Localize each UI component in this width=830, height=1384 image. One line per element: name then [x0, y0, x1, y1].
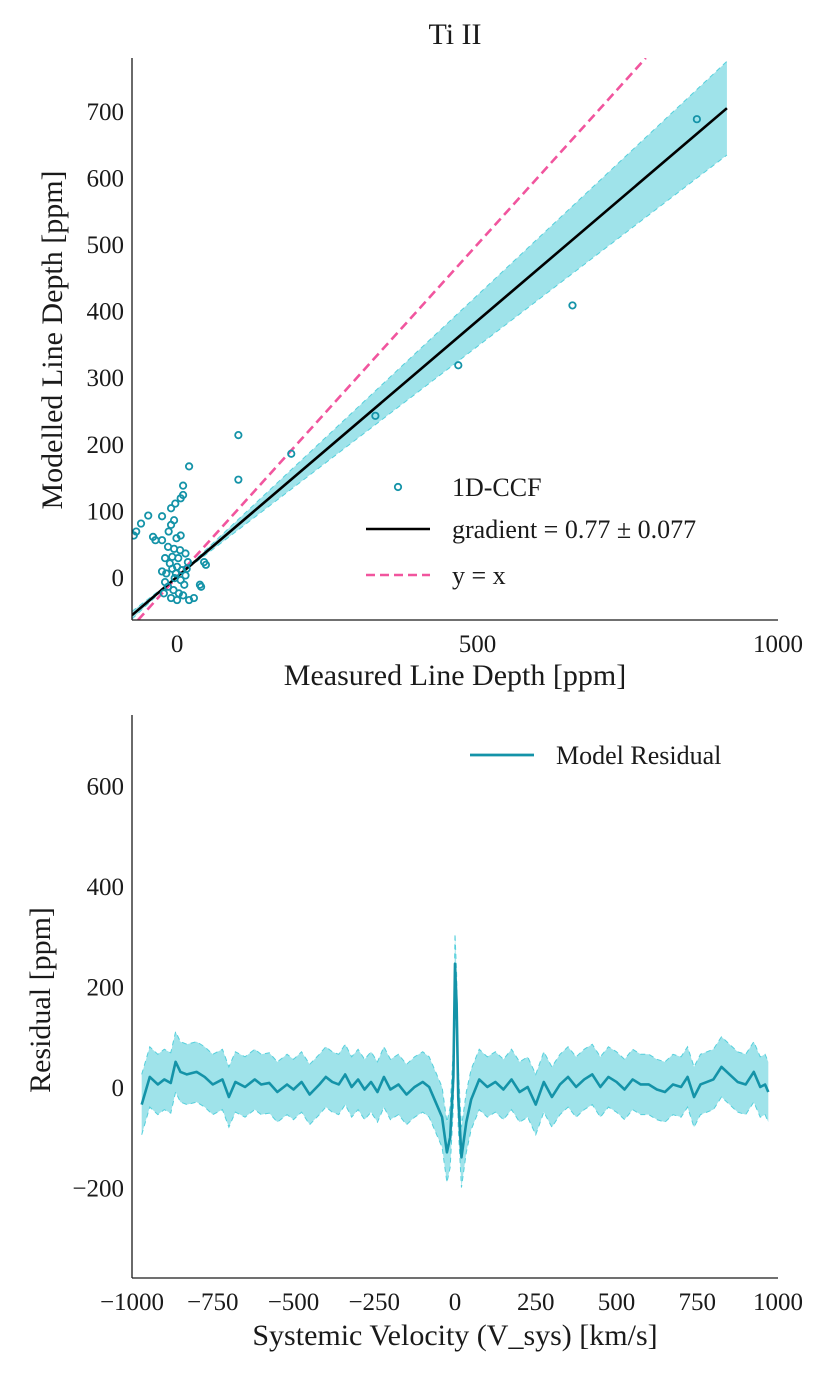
scatter-point — [176, 494, 185, 503]
scatter-point — [189, 593, 198, 603]
scatter-point — [454, 361, 463, 370]
scatter-point — [182, 564, 191, 573]
top-y-tick-label: 100 — [87, 498, 125, 525]
scatter-point — [180, 580, 189, 589]
scatter-point — [184, 462, 194, 471]
scatter-point — [181, 571, 190, 580]
fit-band-lower-edge — [132, 154, 728, 612]
scatter-point — [132, 531, 138, 540]
bottom-y-tick-label: 0 — [112, 1075, 125, 1102]
scatter-point — [160, 554, 170, 563]
scatter-point — [148, 532, 158, 541]
scatter-point — [692, 115, 701, 124]
bottom-y-axis-label: Residual [ppm] — [24, 907, 57, 1093]
top-x-tick-label: 1000 — [753, 631, 803, 658]
scatter-point — [178, 481, 188, 490]
scatter-point — [162, 569, 171, 578]
scatter-point — [234, 431, 243, 440]
bottom-plot-area — [140, 933, 770, 1188]
scatter-point — [171, 499, 180, 508]
legend-marker-points — [393, 482, 403, 492]
bottom-x-tick-label: 1000 — [753, 1289, 803, 1316]
bottom-x-tick-label: −750 — [187, 1289, 239, 1316]
scatter-point — [174, 554, 183, 563]
scatter-point — [157, 536, 167, 545]
legend-label-fit: gradient = 0.77 ± 0.077 — [452, 515, 696, 544]
legend-label-residual: Model Residual — [556, 741, 721, 770]
scatter-point — [178, 591, 188, 600]
top-x-axis-label: Measured Line Depth [ppm] — [284, 659, 626, 692]
scatter-point — [136, 519, 146, 528]
bottom-x-tick-label: −250 — [348, 1289, 400, 1316]
residual-line — [140, 962, 770, 1159]
top-legend: 1D-CCF gradient = 0.77 ± 0.077 y = x — [366, 473, 696, 590]
top-y-tick-label: 500 — [87, 232, 125, 259]
bottom-x-tick-label: 0 — [449, 1289, 462, 1316]
top-y-tick-label: 600 — [87, 166, 125, 193]
bottom-x-tick-label: 500 — [598, 1289, 636, 1316]
scatter-point — [197, 582, 206, 591]
scatter-point — [201, 560, 211, 569]
scatter-point — [164, 527, 173, 536]
fit-band-upper-edge — [132, 60, 728, 620]
bottom-x-tick-label: −500 — [268, 1289, 320, 1316]
top-y-tick-label: 700 — [87, 99, 125, 126]
top-x-tick-labels: 0 500 1000 — [171, 631, 803, 658]
scatter-point — [234, 475, 243, 484]
bottom-x-tick-label: 750 — [679, 1289, 717, 1316]
legend-label-points: 1D-CCF — [452, 473, 542, 502]
scatter-point — [144, 511, 153, 520]
scatter-point — [160, 577, 170, 587]
top-panel: Ti II 0 500 1000 0 100 200 300 400 500 600 700 Me… — [36, 18, 803, 692]
scatter-point — [159, 589, 168, 598]
bottom-legend: Model Residual — [470, 741, 721, 770]
bottom-x-tick-label: −1000 — [100, 1289, 164, 1316]
bottom-panel: −1000 −750 −500 −250 0 250 500 750 1000 −200 0 200… — [24, 715, 803, 1352]
bottom-y-tick-label: 200 — [87, 974, 125, 1001]
bottom-x-axis-label: Systemic Velocity (V_sys) [km/s] — [252, 1319, 657, 1352]
scatter-point — [172, 595, 182, 605]
scatter-point — [176, 531, 185, 540]
bottom-y-tick-label: 600 — [87, 773, 125, 800]
scatter-point — [157, 512, 167, 521]
top-y-tick-label: 200 — [87, 432, 125, 459]
bottom-x-tick-labels: −1000 −750 −500 −250 0 250 500 750 1000 — [100, 1289, 803, 1316]
scatter-point — [177, 566, 186, 575]
top-y-tick-label: 0 — [112, 565, 125, 592]
bottom-x-tick-label: 250 — [517, 1289, 555, 1316]
scatter-point — [568, 301, 577, 310]
top-x-tick-label: 0 — [171, 631, 184, 658]
top-y-tick-labels: 0 100 200 300 400 500 600 700 — [87, 99, 125, 592]
top-y-axis-label: Modelled Line Depth [ppm] — [36, 170, 69, 509]
identity-line — [137, 58, 647, 620]
top-y-tick-label: 400 — [87, 299, 125, 326]
bottom-y-tick-label: −200 — [72, 1176, 124, 1203]
scatter-point — [171, 569, 180, 578]
scatter-points — [132, 115, 701, 605]
scatter-point — [371, 411, 380, 420]
fit-line — [132, 107, 728, 617]
scatter-point — [157, 567, 167, 576]
top-y-tick-label: 300 — [87, 365, 125, 392]
legend-label-identity: y = x — [452, 561, 506, 590]
scatter-point — [287, 449, 296, 458]
top-plot-area — [132, 58, 728, 620]
scatter-point — [166, 520, 176, 529]
bottom-y-tick-labels: −200 0 200 400 600 — [72, 773, 124, 1202]
scatter-point — [166, 504, 176, 513]
fit-uncertainty-band — [132, 61, 727, 620]
top-x-tick-label: 500 — [459, 631, 497, 658]
scatter-point — [181, 549, 190, 558]
top-chart-title: Ti II — [428, 18, 481, 51]
bottom-y-tick-label: 400 — [87, 874, 125, 901]
